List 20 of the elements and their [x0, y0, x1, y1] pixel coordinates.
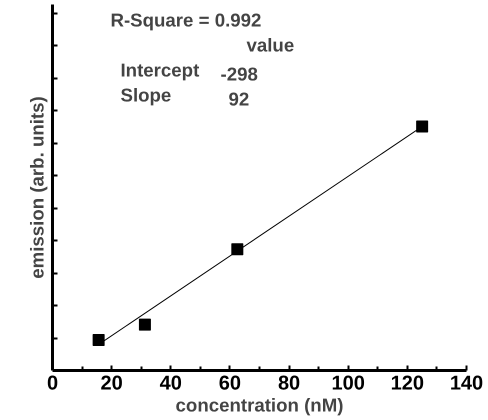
y-axis-title: emission (arb. units): [26, 96, 48, 279]
text: 92: [228, 88, 250, 110]
text: Intercept: [120, 60, 200, 80]
point: [138, 318, 151, 331]
x-tick-label: 20: [100, 372, 123, 394]
x-tick-label: 140: [450, 372, 484, 394]
x-tick-label: 100: [332, 372, 365, 394]
point: [416, 120, 428, 132]
point: [231, 243, 244, 256]
text: -298: [220, 64, 258, 84]
text: value: [246, 34, 294, 56]
x-axis-title: concentration (nM): [176, 394, 344, 416]
text: Slope: [120, 84, 172, 106]
text: R-Square = 0.992: [110, 10, 262, 30]
x-tick-label: 120: [390, 372, 424, 394]
point: [92, 334, 105, 346]
x-tick-label: 60: [218, 372, 242, 394]
x-tick-label: 80: [278, 372, 300, 394]
x-tick-label: 0: [46, 372, 58, 394]
x-tick-label: 40: [160, 372, 182, 394]
